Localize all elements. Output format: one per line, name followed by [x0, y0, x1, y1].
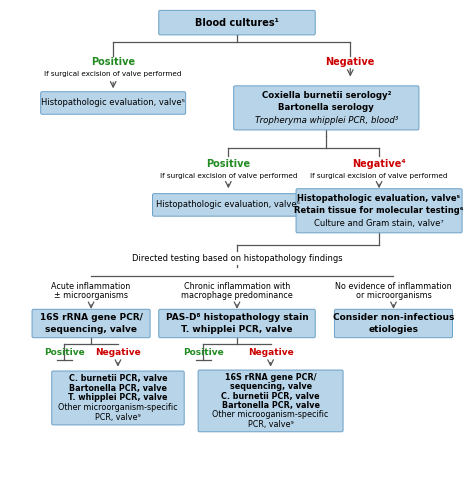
Text: If surgical excision of valve performed: If surgical excision of valve performed — [310, 173, 448, 179]
Text: If surgical excision of valve performed: If surgical excision of valve performed — [45, 70, 182, 76]
Text: PAS-D⁸ histopathology stain: PAS-D⁸ histopathology stain — [165, 313, 309, 322]
Text: Histopathologic evaluation, valve⁵: Histopathologic evaluation, valve⁵ — [156, 201, 301, 210]
Text: 16S rRNA gene PCR/: 16S rRNA gene PCR/ — [225, 373, 316, 382]
Text: Bartonella serology: Bartonella serology — [278, 103, 374, 112]
Text: PCR, valve⁹: PCR, valve⁹ — [95, 413, 141, 422]
Text: No evidence of inflammation: No evidence of inflammation — [335, 282, 452, 291]
FancyBboxPatch shape — [41, 92, 186, 114]
Text: Negative: Negative — [95, 348, 141, 357]
Text: 16S rRNA gene PCR/: 16S rRNA gene PCR/ — [40, 313, 143, 322]
Text: Culture and Gram stain, valve⁷: Culture and Gram stain, valve⁷ — [314, 219, 444, 228]
Text: Positive: Positive — [44, 348, 84, 357]
Text: C. burnetii PCR, valve: C. burnetii PCR, valve — [221, 392, 320, 401]
Text: Retain tissue for molecular testing⁶: Retain tissue for molecular testing⁶ — [294, 206, 464, 215]
Text: Negative: Negative — [248, 348, 293, 357]
Text: Negative⁴: Negative⁴ — [352, 159, 406, 169]
Text: Chronic inflammation with: Chronic inflammation with — [184, 282, 290, 291]
Text: Tropheryma whipplei PCR, blood³: Tropheryma whipplei PCR, blood³ — [255, 116, 398, 125]
Text: Histopathologic evaluation, valve⁵: Histopathologic evaluation, valve⁵ — [41, 98, 185, 107]
Text: etiologies: etiologies — [368, 324, 419, 333]
Text: PCR, valve⁹: PCR, valve⁹ — [248, 420, 293, 429]
Text: Other microorganism-specific: Other microorganism-specific — [58, 403, 178, 412]
FancyBboxPatch shape — [32, 309, 150, 338]
Text: Histopathologic evaluation, valve⁵: Histopathologic evaluation, valve⁵ — [298, 194, 461, 203]
Text: macrophage predominance: macrophage predominance — [181, 290, 293, 299]
FancyBboxPatch shape — [159, 10, 315, 35]
Text: Other microoganism-specific: Other microoganism-specific — [212, 410, 329, 420]
Text: Positive: Positive — [206, 159, 250, 169]
FancyBboxPatch shape — [52, 371, 184, 425]
Text: ± microorganisms: ± microorganisms — [54, 290, 128, 299]
Text: Positive: Positive — [183, 348, 224, 357]
Text: Coxiella burnetii serology²: Coxiella burnetii serology² — [262, 91, 391, 100]
FancyBboxPatch shape — [159, 309, 315, 338]
Text: Bartonella PCR, valve: Bartonella PCR, valve — [69, 384, 167, 393]
Text: Acute inflammation: Acute inflammation — [52, 282, 131, 291]
Text: Consider non-infectious: Consider non-infectious — [333, 313, 454, 322]
Text: T. whipplei PCR, valve: T. whipplei PCR, valve — [181, 324, 293, 333]
FancyBboxPatch shape — [153, 194, 304, 216]
FancyBboxPatch shape — [198, 370, 343, 432]
FancyBboxPatch shape — [234, 86, 419, 130]
Text: sequencing, valve: sequencing, valve — [45, 324, 137, 333]
Text: Positive: Positive — [91, 57, 135, 67]
Text: Bartonella PCR, valve: Bartonella PCR, valve — [222, 401, 319, 410]
Text: Directed testing based on histopathology findings: Directed testing based on histopathology… — [132, 254, 342, 263]
FancyBboxPatch shape — [335, 309, 453, 338]
Text: or microorganisms: or microorganisms — [356, 290, 431, 299]
Text: T. whipplei PCR, valve: T. whipplei PCR, valve — [68, 394, 168, 403]
Text: Negative: Negative — [326, 57, 375, 67]
Text: C. burnetii PCR, valve: C. burnetii PCR, valve — [69, 374, 167, 383]
Text: If surgical excision of valve performed: If surgical excision of valve performed — [160, 173, 297, 179]
Text: sequencing, valve: sequencing, valve — [229, 382, 312, 391]
Text: Blood cultures¹: Blood cultures¹ — [195, 17, 279, 27]
FancyBboxPatch shape — [296, 189, 462, 233]
